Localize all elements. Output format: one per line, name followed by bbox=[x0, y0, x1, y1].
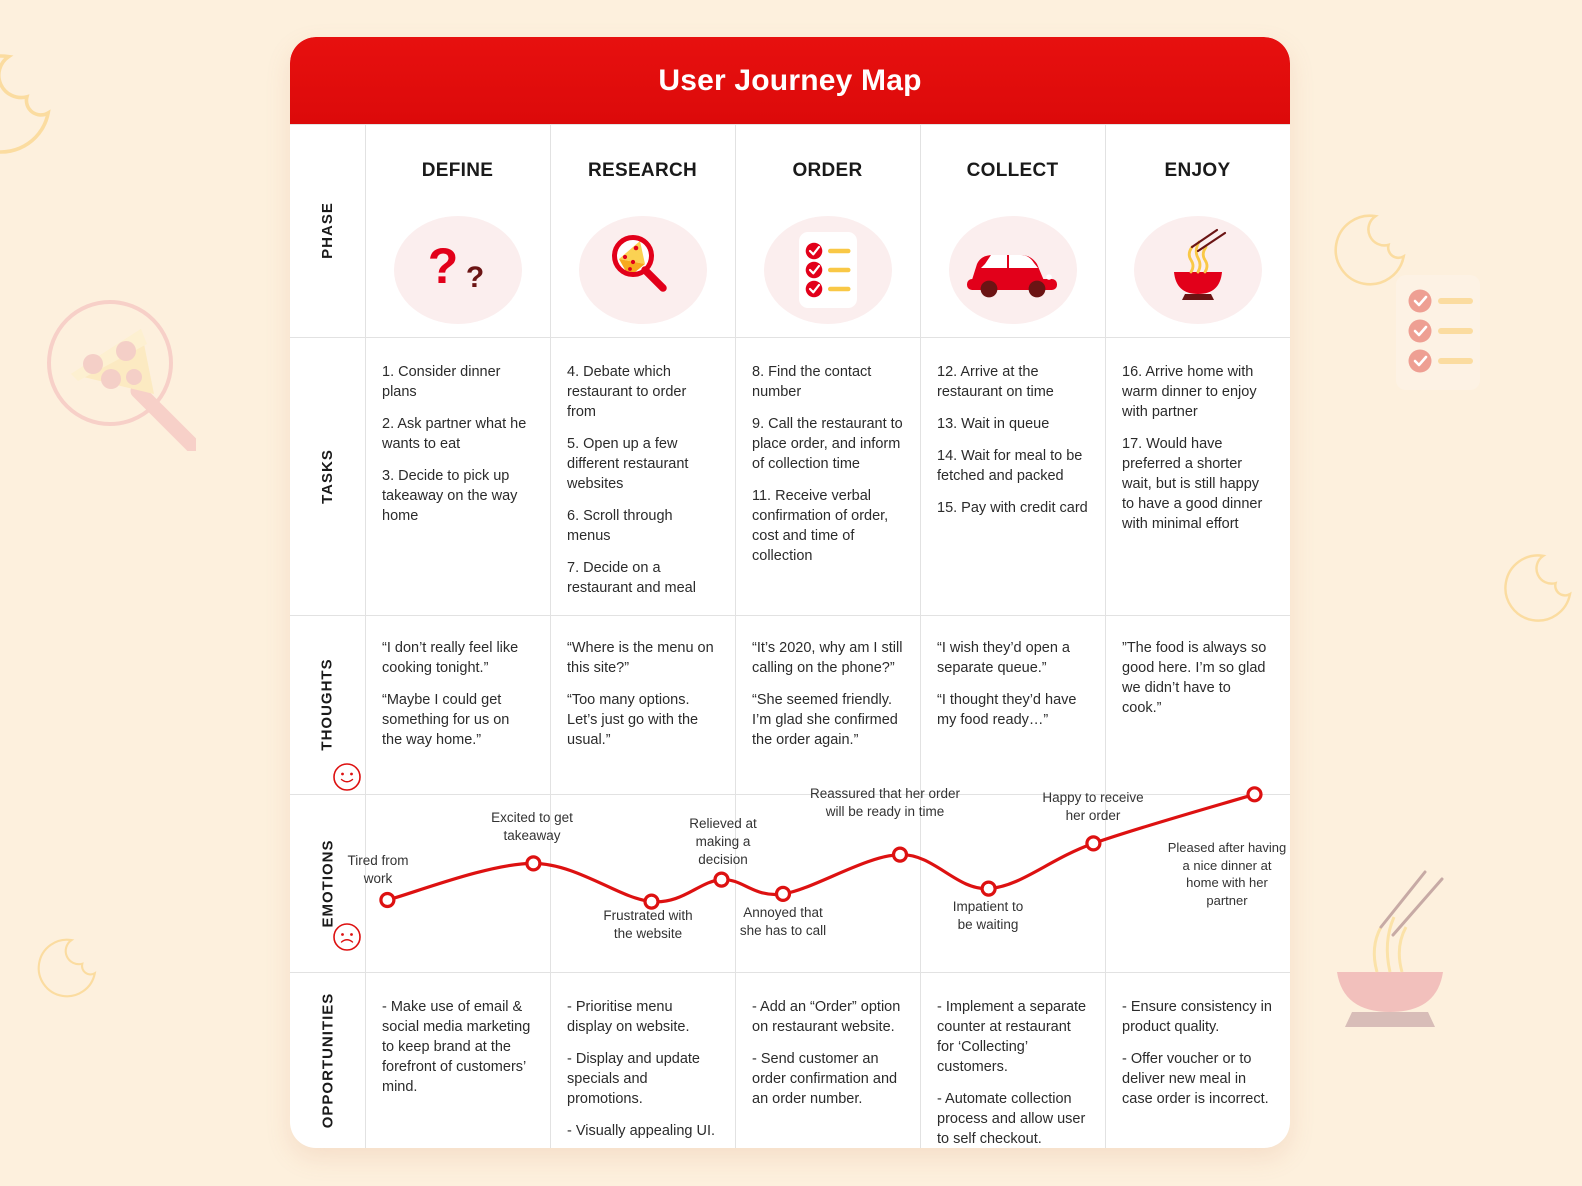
svg-text:?: ? bbox=[465, 261, 483, 294]
svg-text:?: ? bbox=[427, 238, 458, 294]
